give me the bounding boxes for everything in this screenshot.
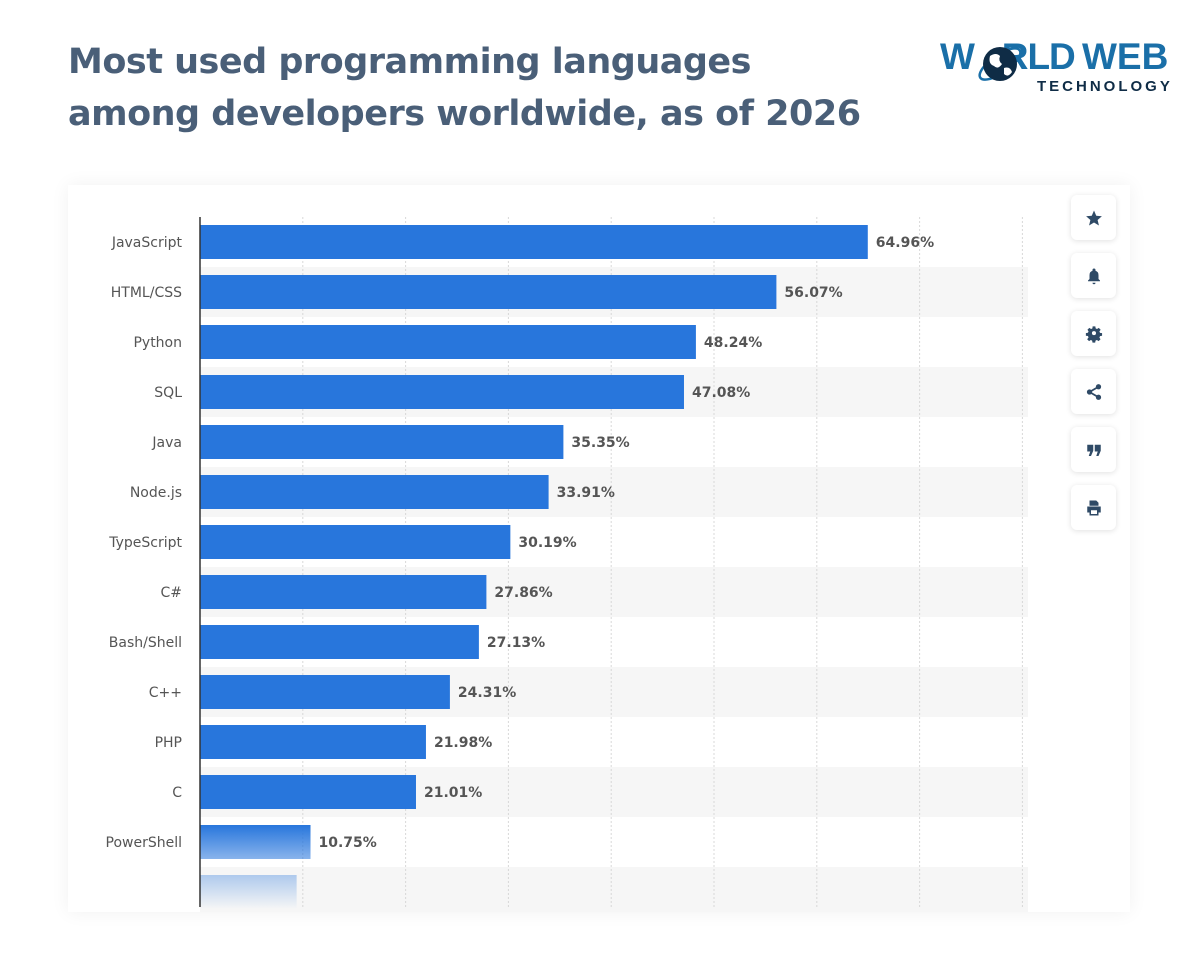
data-label: 64.96% — [876, 235, 934, 251]
category-label: JavaScript — [111, 235, 183, 251]
title-line-1: Most used programming languages — [68, 42, 751, 82]
bar-c- — [200, 675, 450, 709]
quote-icon — [1086, 444, 1101, 456]
share-button[interactable] — [1071, 369, 1116, 414]
bar-chart: JavaScript 64.96% HTML/CSS 56.07% Python 48.2… — [106, 217, 1028, 912]
share-icon — [1086, 383, 1101, 400]
bar-c- — [200, 575, 487, 609]
data-label: 30.19% — [518, 535, 576, 551]
bell-icon — [1087, 268, 1100, 284]
category-label: Java — [151, 435, 182, 451]
category-label: C — [172, 785, 182, 801]
bar-html-css — [200, 275, 777, 309]
data-label: 56.07% — [784, 285, 842, 301]
title-line-2: among developers worldwide, as of 2026 — [68, 94, 861, 134]
bar-java — [200, 425, 564, 459]
data-label: 10.75% — [319, 835, 377, 851]
gear-icon — [1085, 325, 1102, 343]
bar-sql — [200, 375, 684, 409]
data-label: 27.86% — [494, 585, 552, 601]
logo-text-technology: TECHNOLOGY — [1037, 78, 1173, 95]
category-label: C++ — [149, 685, 182, 701]
bar-node-js — [200, 475, 549, 509]
star-icon — [1085, 210, 1102, 225]
chart-card: JavaScript 64.96% HTML/CSS 56.07% Python 48.2… — [68, 185, 1130, 912]
data-label: 27.13% — [487, 635, 545, 651]
bar-javascript — [200, 225, 868, 259]
category-label: PowerShell — [106, 835, 182, 851]
print-button[interactable] — [1071, 485, 1116, 530]
data-label: 21.98% — [434, 735, 492, 751]
data-label: 35.35% — [571, 435, 629, 451]
category-label: Python — [133, 335, 182, 351]
category-label: Bash/Shell — [109, 635, 182, 651]
chart-title: Most used programming languages among dev… — [68, 36, 861, 140]
bar-powershell — [200, 825, 311, 859]
category-label: HTML/CSS — [111, 285, 182, 301]
cite-button[interactable] — [1071, 427, 1116, 472]
data-label: 33.91% — [557, 485, 615, 501]
favorite-button[interactable] — [1071, 195, 1116, 240]
bar-php — [200, 725, 426, 759]
notification-button[interactable] — [1071, 253, 1116, 298]
bar-c — [200, 775, 416, 809]
bar-truncated — [200, 875, 297, 909]
world-web-technology-logo: WORLD WEB TECHNOLOGY — [940, 36, 1176, 100]
bar-bash-shell — [200, 625, 479, 659]
category-label: PHP — [155, 735, 182, 751]
category-label: SQL — [154, 385, 182, 401]
print-icon — [1086, 500, 1101, 515]
category-label: C# — [160, 585, 182, 601]
data-label: 21.01% — [424, 785, 482, 801]
settings-button[interactable] — [1071, 311, 1116, 356]
data-label: 47.08% — [692, 385, 750, 401]
category-label: TypeScript — [108, 535, 182, 551]
globe-icon — [978, 47, 1022, 81]
row-band — [200, 867, 1028, 912]
bar-python — [200, 325, 696, 359]
bar-typescript — [200, 525, 511, 559]
logo-text-web: WEB — [1082, 36, 1169, 77]
data-label: 24.31% — [458, 685, 516, 701]
data-label: 48.24% — [704, 335, 762, 351]
category-label: Node.js — [130, 485, 182, 501]
